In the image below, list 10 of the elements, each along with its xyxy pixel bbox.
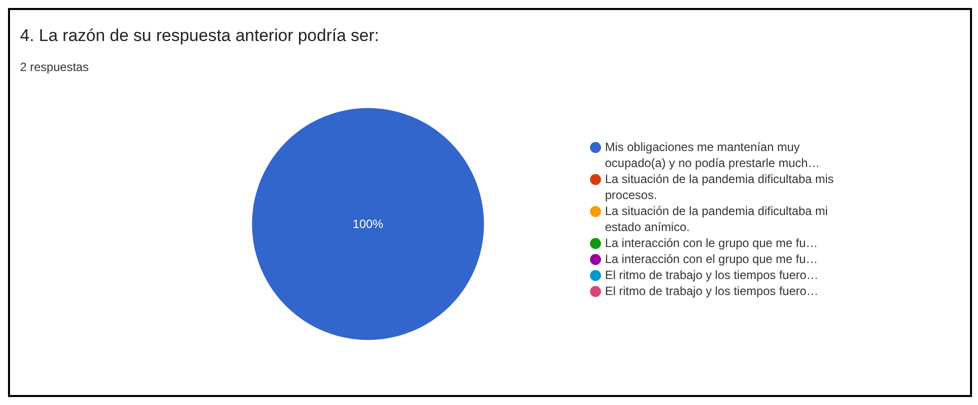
chart-title: 4. La razón de su respuesta anterior podría ser: [20, 26, 380, 46]
legend-label: La interacción con el grupo que me fu… [605, 251, 819, 267]
legend-label: La situación de la pandemia dificultaba mis procesos. [605, 171, 835, 203]
legend-label: La interacción con le grupo que me fu… [605, 235, 819, 251]
data-label: 100% [352, 217, 384, 231]
text: 2 respuestas [20, 60, 90, 74]
legend-label: La situación de la pandemia dificultaba mi estado anímico. [605, 203, 829, 235]
legend-label: Mis obligaciones me mantenían muy ocupado(a) y no podía prestarle much… [605, 139, 821, 171]
legend-label: El ritmo de trabajo y los tiempos fuero… [605, 267, 820, 283]
legend-label: El ritmo de trabajo y los tiempos fuero… [605, 283, 820, 299]
